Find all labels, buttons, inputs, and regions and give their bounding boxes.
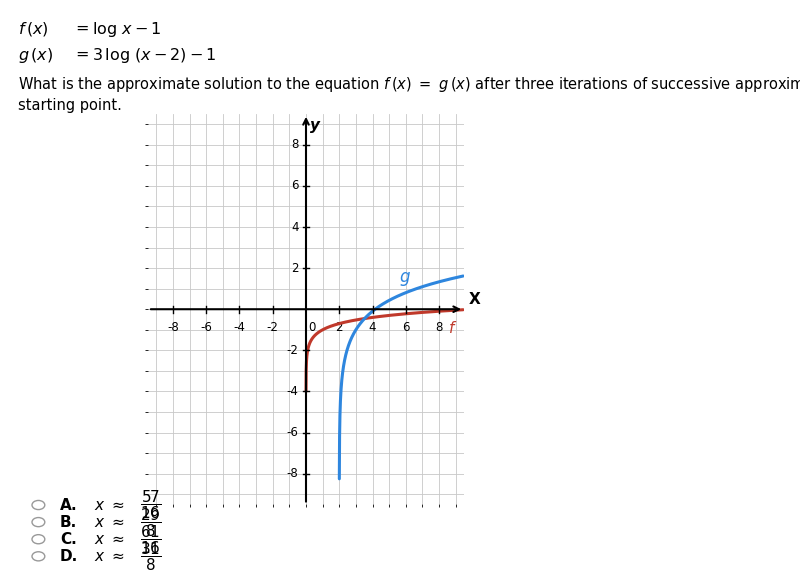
Text: $g\,(x)$: $g\,(x)$ (18, 46, 53, 64)
Text: $3\,\log\,(x - 2) - 1$: $3\,\log\,(x - 2) - 1$ (92, 46, 217, 64)
Text: 8: 8 (291, 139, 298, 151)
Text: 6: 6 (291, 180, 298, 193)
Text: 4: 4 (291, 221, 298, 234)
Text: g: g (399, 268, 410, 286)
Text: 4: 4 (369, 320, 376, 333)
Text: D.: D. (60, 549, 78, 564)
Text: X: X (469, 292, 481, 307)
Text: $\dfrac{29}{8}$: $\dfrac{29}{8}$ (140, 506, 161, 539)
Text: $x\ \approx$: $x\ \approx$ (94, 549, 125, 564)
Text: B.: B. (60, 515, 78, 530)
Text: -4: -4 (286, 385, 298, 398)
Text: $\dfrac{61}{16}$: $\dfrac{61}{16}$ (140, 523, 162, 556)
Text: -8: -8 (286, 467, 298, 480)
Text: -6: -6 (200, 320, 212, 333)
Text: $\dfrac{57}{16}$: $\dfrac{57}{16}$ (140, 488, 162, 522)
Text: What is the approximate solution to the equation $f\,(x)\ =\ g\,(x)$ after three: What is the approximate solution to the … (18, 75, 800, 94)
Text: -4: -4 (234, 320, 246, 333)
Text: 0: 0 (308, 320, 315, 333)
Text: -6: -6 (286, 426, 298, 439)
Text: -2: -2 (266, 320, 278, 333)
Text: 6: 6 (402, 320, 410, 333)
Text: -2: -2 (286, 344, 298, 357)
Text: $f\,(x)$: $f\,(x)$ (18, 20, 49, 38)
Text: starting point.: starting point. (18, 98, 122, 113)
Text: 8: 8 (435, 320, 442, 333)
Text: $=$: $=$ (72, 20, 89, 35)
Text: 2: 2 (291, 262, 298, 275)
Text: C.: C. (60, 532, 77, 547)
Text: $\log\, x - 1$: $\log\, x - 1$ (92, 20, 162, 39)
Text: A.: A. (60, 498, 78, 512)
Text: 2: 2 (335, 320, 343, 333)
Text: $x\ \approx$: $x\ \approx$ (94, 515, 125, 530)
Text: y: y (310, 118, 320, 133)
Text: $x\ \approx$: $x\ \approx$ (94, 498, 125, 512)
Text: $x\ \approx$: $x\ \approx$ (94, 532, 125, 547)
Text: f: f (449, 321, 454, 336)
Text: $\dfrac{31}{8}$: $\dfrac{31}{8}$ (140, 540, 162, 570)
Text: $=$: $=$ (72, 46, 89, 60)
Text: -8: -8 (167, 320, 179, 333)
